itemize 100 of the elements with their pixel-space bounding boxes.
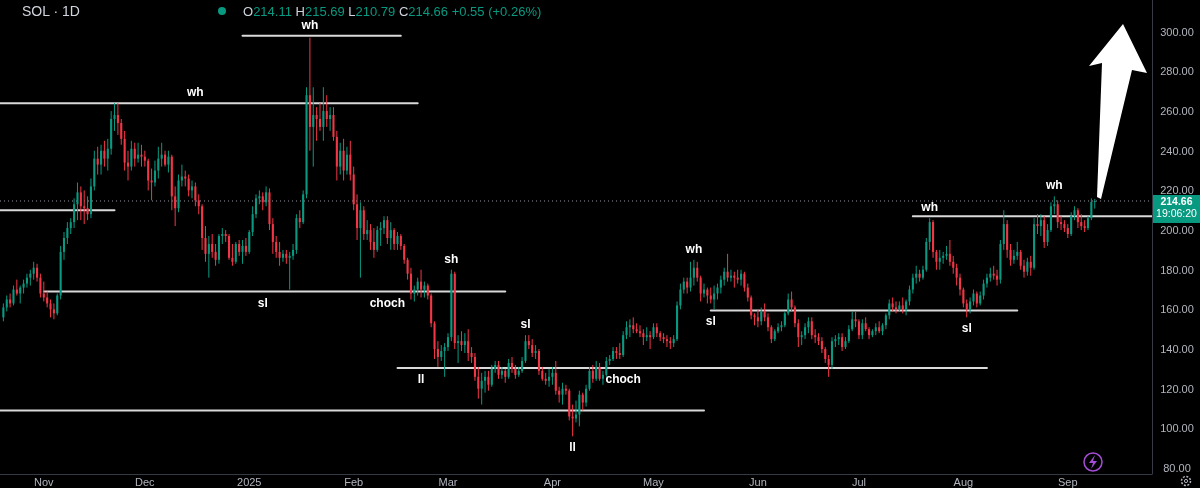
annotation: sl — [705, 314, 716, 329]
y-tick-label: 300.00 — [1160, 25, 1194, 38]
candlestick — [649, 330, 652, 350]
annotation: wh — [1044, 178, 1063, 193]
annotation: wh — [920, 200, 939, 215]
candlestick — [100, 144, 103, 176]
candlestick — [265, 185, 268, 207]
annotation: wh — [684, 241, 703, 256]
candlestick — [787, 293, 790, 316]
candlestick — [729, 269, 732, 283]
candlestick — [362, 205, 365, 241]
candlestick — [389, 221, 392, 251]
candlestick — [12, 285, 15, 306]
candlestick — [1012, 249, 1015, 265]
annotation: ll — [569, 440, 576, 455]
candlestick — [1002, 209, 1005, 251]
candlestick — [696, 261, 699, 283]
candlestick — [359, 201, 362, 279]
candlestick — [241, 239, 244, 265]
candlestick — [207, 235, 210, 279]
candlestick — [500, 366, 503, 380]
candlestick — [938, 249, 941, 271]
annotation: sl — [961, 321, 972, 336]
y-tick-label: 80.00 — [1163, 462, 1191, 475]
candlestick — [211, 233, 214, 259]
candlestick — [1070, 211, 1073, 237]
candlestick — [804, 322, 807, 340]
y-tick-label: 240.00 — [1160, 144, 1194, 157]
candlestick — [928, 217, 931, 251]
candlestick — [160, 142, 163, 168]
candlestick — [1029, 255, 1032, 277]
candlestick — [174, 185, 177, 227]
candlestick — [9, 293, 12, 308]
annotation: ll — [417, 371, 425, 386]
annotation: wh — [300, 17, 319, 32]
y-tick-label: 200.00 — [1160, 224, 1194, 237]
candlestick — [578, 390, 581, 427]
candlestick — [278, 241, 281, 267]
x-tick-label: Jun — [749, 476, 767, 488]
annotation: choch — [605, 371, 641, 386]
candlestick — [190, 179, 194, 199]
candlestick — [103, 140, 106, 168]
candlestick — [56, 293, 59, 316]
annotation: choch — [369, 295, 406, 310]
y-tick-label: 100.00 — [1160, 422, 1194, 435]
candlestick — [376, 225, 379, 253]
candlestick — [137, 142, 140, 164]
x-tick-label: Dec — [135, 476, 156, 488]
candlestick — [217, 233, 220, 265]
y-tick-label: 260.00 — [1160, 105, 1194, 118]
candlestick — [325, 94, 328, 128]
candlestick — [750, 295, 753, 320]
candlestick — [86, 195, 89, 221]
x-tick-label: Mar — [438, 476, 458, 488]
candlestick — [561, 382, 564, 406]
annotation: sl — [257, 295, 268, 310]
x-tick-label: Nov — [34, 476, 55, 488]
candlestick — [1036, 213, 1039, 235]
x-tick-label: May — [643, 476, 665, 488]
candlestick — [150, 168, 153, 201]
candlestick — [342, 138, 345, 181]
y-tick-label: 160.00 — [1160, 303, 1194, 316]
candlestick — [484, 370, 487, 394]
text: 19:06:20 — [1156, 206, 1198, 219]
candlestick — [851, 310, 854, 332]
candlestick — [595, 360, 598, 382]
candlestick — [490, 364, 493, 388]
candlestick — [315, 106, 318, 142]
candlestick — [116, 102, 119, 136]
annotation: sl — [520, 317, 531, 332]
candlestick — [96, 146, 99, 176]
ref-line-label: 214.66 — [1160, 194, 1193, 207]
candlestick — [79, 185, 82, 221]
candlestick — [810, 316, 813, 340]
y-tick-label: 180.00 — [1160, 263, 1194, 276]
candlestick — [510, 356, 514, 374]
candlestick — [743, 271, 746, 293]
candlestick — [130, 140, 133, 172]
candlestick — [349, 140, 352, 181]
candlestick — [140, 144, 143, 168]
candlestick — [228, 233, 231, 261]
y-tick-label: 120.00 — [1160, 382, 1194, 395]
candlestick — [386, 215, 389, 245]
x-tick-label: Jul — [851, 476, 866, 488]
candlestick — [133, 142, 136, 168]
x-tick-label: Feb — [344, 476, 364, 488]
candlestick — [480, 372, 483, 406]
candlestick — [147, 158, 150, 191]
y-tick-label: 280.00 — [1160, 65, 1194, 78]
y-tick-label: 220.00 — [1160, 184, 1194, 197]
candlestick — [345, 146, 348, 176]
candlestick — [366, 219, 369, 241]
candlestick — [622, 330, 625, 358]
candlestick — [1043, 215, 1046, 249]
candlestick — [1093, 198, 1096, 210]
candlestick — [106, 138, 109, 172]
candlestick — [25, 273, 28, 289]
candlestick — [740, 269, 743, 287]
candlestick — [52, 302, 55, 320]
candlestick — [318, 102, 322, 132]
